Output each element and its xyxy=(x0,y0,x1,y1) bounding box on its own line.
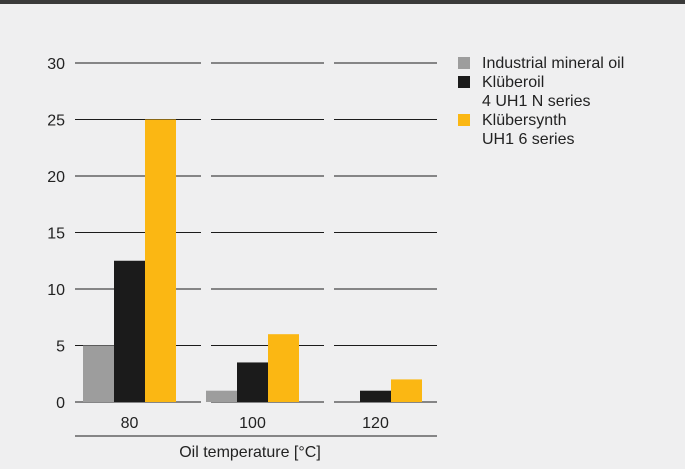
bar-series1-cat-120 xyxy=(360,390,391,402)
legend-swatch-2 xyxy=(458,114,470,126)
y-tick-label-0: 0 xyxy=(56,395,65,412)
legend: Industrial mineral oil Klüberoil 4 UH1 N s… xyxy=(458,55,624,148)
top-rule xyxy=(0,0,685,4)
bar-series0-cat-100 xyxy=(206,390,237,402)
y-tick-label-15: 15 xyxy=(47,226,65,243)
legend-swatch-0 xyxy=(458,57,470,69)
x-tick-label-120: 120 xyxy=(362,415,389,432)
bar-series2-cat-80 xyxy=(145,119,176,402)
legend-item-0: Industrial mineral oil xyxy=(458,55,624,72)
legend-label-0-line-0: Industrial mineral oil xyxy=(482,55,624,72)
legend-label-2-line-1: UH1 6 series xyxy=(482,131,574,148)
grid-layer xyxy=(75,62,437,403)
y-tick-label-25: 25 xyxy=(47,113,65,130)
bar-series1-cat-100 xyxy=(237,362,268,402)
legend-item-2: Klübersynth UH1 6 series xyxy=(458,112,574,148)
legend-item-1: Klüberoil 4 UH1 N series xyxy=(458,74,590,110)
legend-label-1-line-1: 4 UH1 N series xyxy=(482,93,590,110)
x-tick-label-100: 100 xyxy=(239,415,266,432)
x-axis-label: Oil temperature [°C] xyxy=(179,444,321,461)
y-tick-label-10: 10 xyxy=(47,282,65,299)
bar-series0-cat-80 xyxy=(83,345,114,402)
legend-swatch-1 xyxy=(458,76,470,88)
bar-series2-cat-100 xyxy=(268,334,299,402)
y-tick-label-20: 20 xyxy=(47,169,65,186)
legend-label-1-line-0: Klüberoil xyxy=(482,74,544,91)
legend-label-2-line-0: Klübersynth xyxy=(482,112,567,129)
bar-series1-cat-80 xyxy=(114,260,145,402)
y-tick-label-5: 5 xyxy=(56,339,65,356)
bar-series2-cat-120 xyxy=(391,379,422,402)
y-tick-label-30: 30 xyxy=(47,56,65,73)
category-layer: 80 100 120 xyxy=(75,415,437,437)
x-tick-label-80: 80 xyxy=(121,415,139,432)
tick-layer: 0 5 10 15 20 25 30 xyxy=(47,56,65,412)
bar-layer xyxy=(83,119,422,402)
